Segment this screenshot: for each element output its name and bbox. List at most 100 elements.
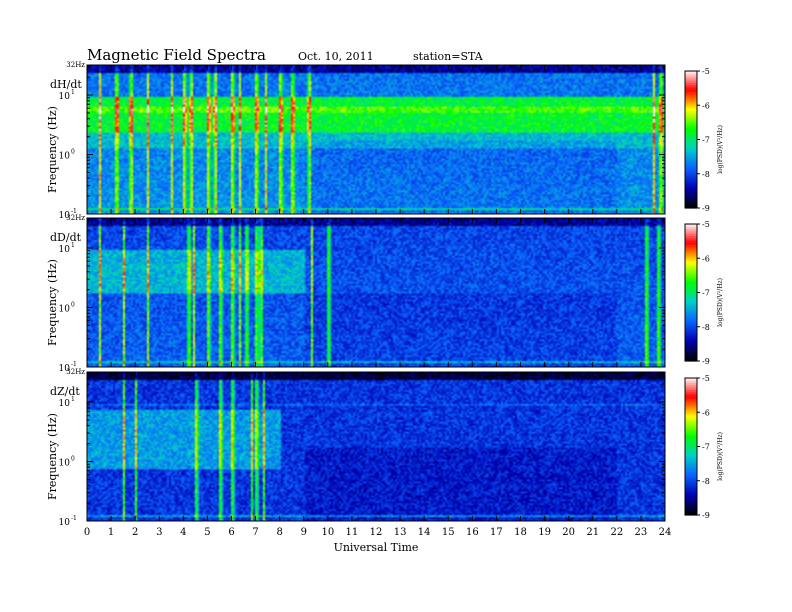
colorbar-segment — [685, 118, 697, 122]
x-tick-label: 3 — [156, 527, 162, 538]
colorbar-segment — [685, 387, 697, 391]
colorbar-label: log(PSD)(V²/Hz) — [717, 432, 724, 481]
colorbar-segment — [685, 342, 697, 346]
spectrogram-image — [87, 218, 665, 367]
colorbar-segment — [685, 71, 697, 74]
colorbar-segment — [685, 421, 697, 425]
colorbar-segment — [685, 503, 697, 507]
x-tick-label: 1 — [108, 527, 114, 538]
x-tick-label: 9 — [301, 527, 307, 538]
colorbar-segment — [685, 114, 697, 118]
colorbar-segment — [685, 98, 697, 102]
x-tick-label: 16 — [466, 527, 479, 538]
x-tick-label: 19 — [538, 527, 551, 538]
colorbar-segment — [685, 205, 697, 209]
colorbar-segment — [685, 283, 697, 287]
colorbar-segment — [685, 455, 697, 459]
colorbar-segment — [685, 480, 697, 484]
colorbar-segment — [685, 80, 697, 84]
colorbar-segment — [685, 226, 697, 230]
colorbar-segment — [685, 271, 697, 275]
colorbar-segment — [685, 439, 697, 443]
colorbar-segment — [685, 73, 697, 77]
x-tick-label: 24 — [659, 527, 672, 538]
y-tick-label: 10 — [59, 211, 71, 221]
colorbar-segment — [685, 262, 697, 266]
colorbar-segment — [685, 239, 697, 243]
colorbar-tick-label: -5 — [702, 67, 710, 76]
colorbar-label: log(PSD)(V²/Hz) — [717, 278, 724, 327]
colorbar-segment — [685, 398, 697, 402]
colorbar-segment — [685, 489, 697, 493]
colorbar-segment — [685, 82, 697, 86]
colorbar-segment — [685, 345, 697, 348]
colorbar-segment — [685, 405, 697, 409]
colorbar-segment — [685, 285, 697, 289]
y-tick-label: 10 — [59, 364, 71, 374]
colorbar-segment — [685, 512, 697, 516]
colorbar-segment — [685, 77, 697, 81]
x-tick-label: 8 — [276, 527, 282, 538]
panel-label: dH/dt — [50, 78, 82, 91]
colorbar-segment — [685, 128, 697, 131]
colorbar-tick-label: -8 — [702, 477, 710, 486]
colorbar-segment — [685, 162, 697, 166]
colorbar-segment — [685, 228, 697, 232]
colorbar-segment — [685, 396, 697, 400]
y-tick-label: 10 — [59, 152, 71, 162]
colorbar-segment — [685, 297, 697, 300]
colorbar-segment — [685, 356, 697, 360]
y-tick-exponent: 0 — [71, 302, 75, 309]
colorbar-segment — [685, 150, 697, 154]
colorbar-segment — [685, 132, 697, 136]
y-tick-label: 10 — [59, 245, 71, 255]
colorbar-segment — [685, 462, 697, 466]
colorbar-segment — [685, 464, 697, 468]
colorbar-segment — [685, 435, 697, 438]
colorbar-segment — [685, 93, 697, 97]
colorbar-segment — [685, 416, 697, 420]
colorbar-segment — [685, 487, 697, 491]
x-tick-label: 18 — [514, 527, 527, 538]
colorbar-segment — [685, 412, 697, 416]
colorbar-segment — [685, 160, 697, 163]
colorbar-segment — [685, 409, 697, 413]
colorbar-segment — [685, 457, 697, 461]
colorbar-segment — [685, 437, 697, 441]
colorbar-segment — [685, 105, 697, 109]
colorbar-segment — [685, 389, 697, 393]
colorbar-segment — [685, 198, 697, 202]
colorbar-segment — [685, 269, 697, 273]
x-tick-label: 15 — [442, 527, 455, 538]
colorbar-tick-label: -6 — [702, 101, 710, 110]
colorbar-segment — [685, 333, 697, 337]
colorbar-segment — [685, 178, 697, 182]
colorbar-segment — [685, 137, 697, 141]
x-tick-label: 14 — [418, 527, 431, 538]
colorbar-segment — [685, 448, 697, 452]
colorbar-segment — [685, 485, 697, 489]
y-tick-exponent: 0 — [71, 149, 75, 156]
x-tick-label: 5 — [204, 527, 210, 538]
colorbar-tick-label: -5 — [702, 374, 710, 383]
colorbar-segment — [685, 123, 697, 127]
colorbar-segment — [685, 492, 697, 496]
colorbar-segment — [685, 326, 697, 330]
colorbar-segment — [685, 354, 697, 358]
colorbar-segment — [685, 169, 697, 173]
station-label: station=STA — [413, 50, 483, 63]
colorbar-segment — [685, 496, 697, 500]
colorbar-segment — [685, 471, 697, 475]
colorbar-segment — [685, 176, 697, 179]
colorbar-segment — [685, 194, 697, 198]
y-tick-exponent: 1 — [71, 242, 75, 249]
colorbar-segment — [685, 444, 697, 448]
colorbar-segment — [685, 112, 697, 115]
colorbar-segment — [685, 242, 697, 246]
colorbar-segment — [685, 303, 697, 307]
x-tick-label: 4 — [180, 527, 186, 538]
